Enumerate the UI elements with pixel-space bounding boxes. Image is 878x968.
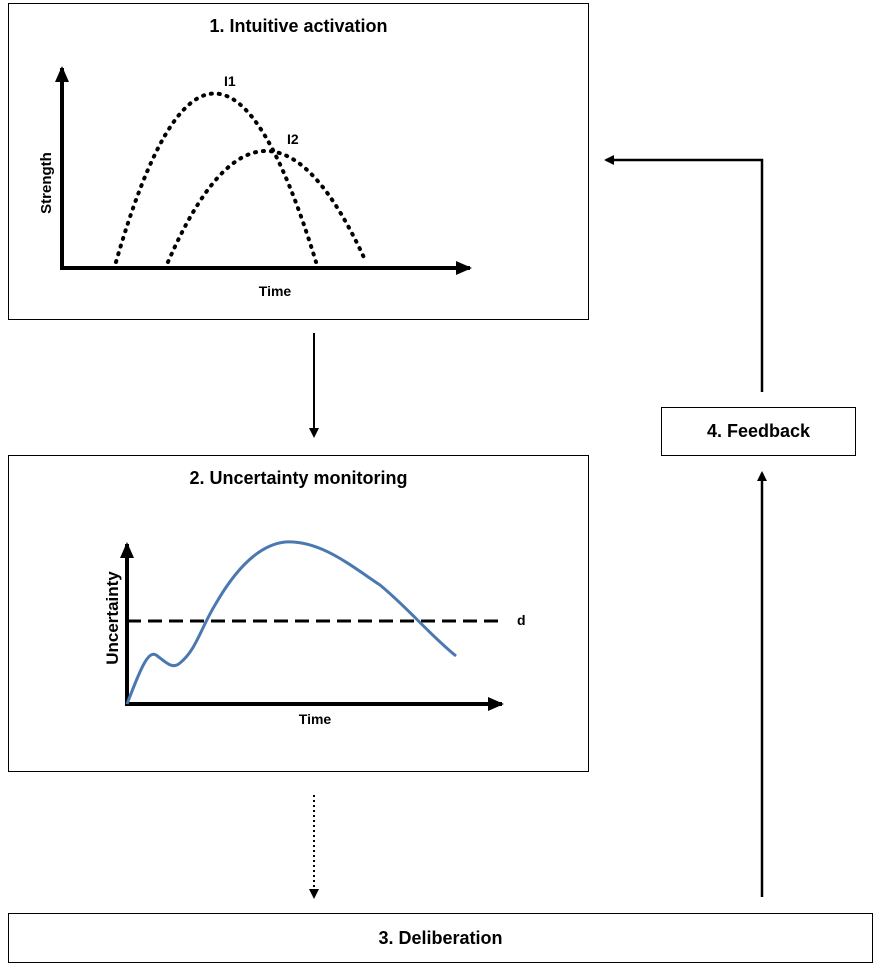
- deliberation-box: 3. Deliberation: [8, 913, 873, 963]
- uncertainty-curve: [125, 540, 457, 705]
- intuition-curve-i2: [166, 149, 368, 264]
- arrow-feedback-to-activation: [604, 155, 764, 392]
- feedback-box: 4. Feedback: [661, 407, 856, 456]
- curve-i2-label: I2: [287, 131, 299, 147]
- deliberation-title: 3. Deliberation: [378, 928, 503, 948]
- uncertainty-monitoring-title: 2. Uncertainty monitoring: [189, 468, 408, 488]
- uncertainty-monitoring-box: 2. Uncertainty monitoring: [8, 455, 589, 772]
- time-axis-label-2: Time: [299, 711, 332, 727]
- threshold-label-d: d: [517, 612, 526, 628]
- strength-axis-label: Strength: [38, 152, 55, 214]
- feedback-title: 4. Feedback: [706, 421, 811, 441]
- intuitive-activation-title: 1. Intuitive activation: [209, 16, 388, 36]
- uncertainty-axis-label: Uncertainty: [103, 571, 122, 665]
- curve-i1-label: I1: [224, 73, 236, 89]
- time-axis-label-1: Time: [259, 283, 292, 299]
